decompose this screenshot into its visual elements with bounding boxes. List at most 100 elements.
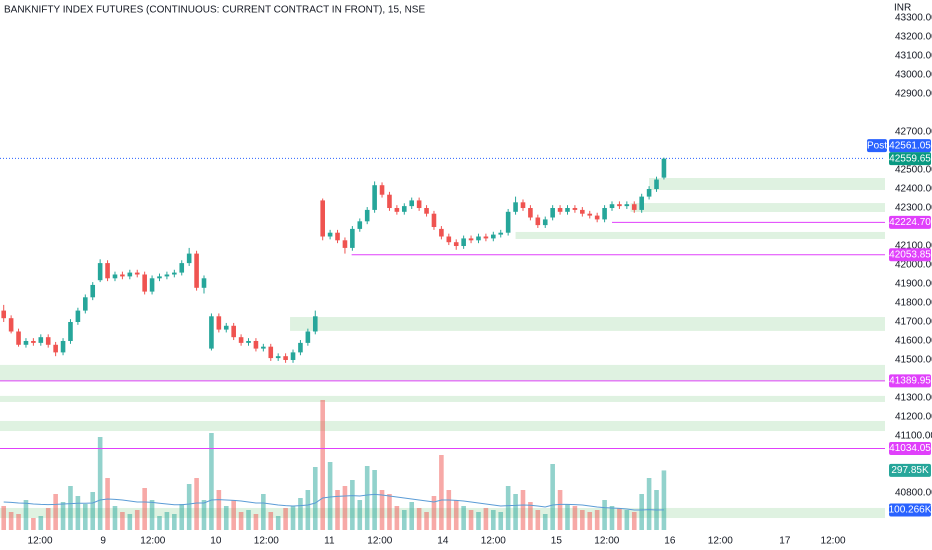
volume-bar	[587, 512, 593, 530]
candle-body	[342, 240, 348, 248]
volume-bar	[609, 506, 615, 530]
candle-body	[38, 337, 44, 343]
volume-bar	[342, 486, 348, 530]
y-tick-label: 42300.00	[895, 203, 932, 214]
y-tick-label: 41200.00	[895, 412, 932, 423]
x-tick-label: 12:00	[594, 536, 619, 547]
y-tick-label: 43200.00	[895, 32, 932, 43]
candle-body	[164, 274, 170, 277]
volume-bar	[298, 498, 303, 530]
volume-bar	[491, 510, 496, 530]
candle-body	[75, 310, 81, 322]
volume-bar	[201, 500, 207, 530]
candle-body	[409, 200, 415, 207]
volume-bar	[53, 494, 58, 530]
candle-body	[97, 263, 103, 281]
candle-body	[350, 228, 355, 248]
y-tick-label: 41500.00	[895, 355, 932, 366]
x-tick-label: 12:00	[28, 536, 53, 547]
candle-body	[83, 297, 88, 311]
y-tick-label: 42700.00	[895, 127, 932, 138]
volume-bar	[416, 508, 422, 530]
candle-body	[498, 232, 504, 235]
currency: INR	[894, 3, 911, 14]
volume-label-box	[889, 463, 931, 477]
candle-body	[8, 318, 14, 332]
candle-body	[646, 189, 652, 197]
post-tag-box	[867, 139, 887, 153]
candle-body	[335, 232, 340, 241]
level-label-box	[889, 248, 931, 262]
candle-body	[491, 234, 496, 239]
candle-body	[624, 204, 630, 207]
volume-bar	[424, 512, 429, 530]
x-tick-label: 12:00	[367, 536, 392, 547]
volume-bar	[157, 516, 162, 530]
candle-body	[157, 276, 162, 279]
volume-bar	[253, 514, 259, 530]
candle-body	[127, 272, 133, 277]
volume-bar	[179, 504, 185, 530]
candle-body	[238, 337, 244, 343]
candle-body	[617, 204, 622, 207]
candle-body	[602, 208, 607, 220]
candle-body	[572, 208, 578, 210]
volume-bar	[624, 510, 630, 530]
volume-bar	[535, 510, 541, 530]
candle-body	[401, 206, 407, 212]
candle-body	[505, 211, 511, 233]
candle-body	[53, 344, 58, 353]
candle-body	[535, 217, 541, 226]
x-tick-label: 12:00	[481, 536, 506, 547]
zone	[0, 395, 885, 402]
volume-bar	[60, 502, 66, 530]
candle-body	[231, 325, 236, 338]
candle-body	[298, 342, 303, 353]
candle-body	[327, 232, 333, 237]
candle-body	[45, 337, 51, 345]
candle-body	[16, 331, 21, 345]
y-tick-label: 42500.00	[895, 165, 932, 176]
candle-body	[31, 340, 36, 343]
volume-bar	[320, 400, 325, 530]
volume-bar	[550, 464, 555, 530]
post-price-label: 42561.05	[889, 140, 931, 151]
volume-bar	[97, 437, 103, 530]
volume-bar	[372, 470, 377, 530]
volume-ma-line	[3, 493, 664, 511]
x-tick-label: 12:00	[254, 536, 279, 547]
candle-body	[446, 236, 452, 243]
x-tick-label: 17	[779, 536, 791, 547]
zone	[0, 364, 885, 382]
candle-body	[424, 208, 429, 214]
candle-body	[261, 346, 266, 349]
candle-body	[283, 356, 288, 360]
candle-body	[105, 263, 110, 279]
volume-bar	[261, 494, 266, 530]
candle-body	[580, 209, 585, 214]
volume-bar	[164, 512, 170, 530]
volume-bar	[312, 467, 318, 530]
candle-body	[520, 202, 526, 209]
volume-bar	[283, 508, 288, 530]
volume-bar	[1, 506, 7, 530]
level-label: 41389.95	[889, 376, 931, 387]
candle-body	[542, 219, 548, 226]
zone	[290, 317, 886, 331]
y-tick-label: 41300.00	[895, 393, 932, 404]
candle-body	[120, 274, 125, 277]
volume-bar	[461, 506, 466, 530]
candle-body	[379, 185, 385, 195]
candle-body	[209, 316, 214, 349]
volume-bar	[16, 514, 21, 530]
volume-ma-label: 100.266K	[889, 505, 932, 516]
level-label-box	[889, 374, 931, 388]
volume-bar	[557, 490, 563, 530]
volume-bar	[602, 500, 607, 530]
level-label: 41034.05	[889, 443, 931, 454]
volume-bar	[431, 496, 437, 530]
x-tick-label: 11	[324, 536, 335, 547]
candle-body	[431, 213, 437, 228]
volume-bar	[513, 494, 518, 530]
volume-bar	[594, 510, 600, 530]
